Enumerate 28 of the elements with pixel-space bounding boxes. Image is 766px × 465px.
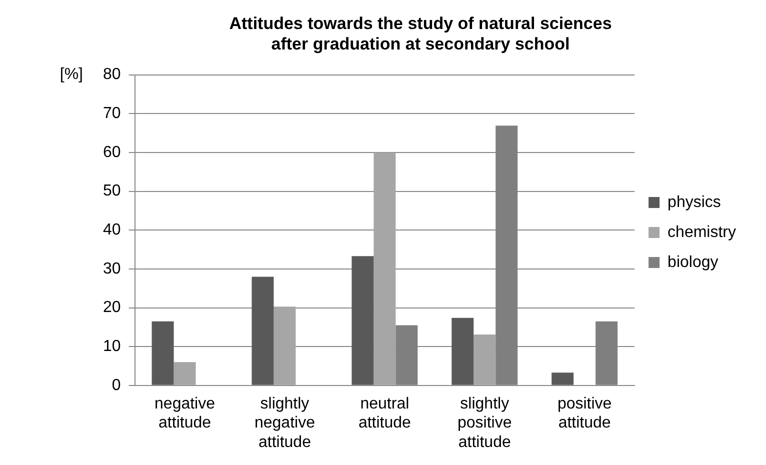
chart-title: Attitudes towards the study of natural sciences after graduation at secondary school bbox=[229, 14, 612, 54]
legend-label: chemistry bbox=[668, 224, 736, 241]
bar bbox=[152, 321, 174, 385]
bar bbox=[474, 334, 496, 385]
y-tick-label: 30 bbox=[103, 260, 121, 278]
y-tick-label: 0 bbox=[112, 376, 121, 394]
bar bbox=[252, 276, 274, 385]
bar bbox=[374, 152, 396, 385]
x-tick-label: negative attitude bbox=[154, 395, 216, 432]
bar bbox=[552, 372, 574, 385]
y-tick-label: 80 bbox=[103, 66, 121, 84]
bar bbox=[352, 256, 374, 385]
legend-label: physics bbox=[668, 194, 721, 211]
y-tick-label: 50 bbox=[103, 182, 121, 200]
y-tick-label: 40 bbox=[103, 222, 121, 239]
x-tick-label: neutral attitude bbox=[358, 395, 412, 432]
bar bbox=[452, 318, 474, 385]
legend-label: biology bbox=[668, 254, 718, 271]
bar bbox=[174, 362, 196, 385]
y-tick-label: 70 bbox=[103, 105, 121, 122]
y-tick-label: 20 bbox=[103, 299, 121, 316]
y-axis-title: [%] bbox=[60, 66, 83, 84]
y-tick-label: 10 bbox=[103, 338, 121, 355]
x-tick-label: slightly negative attitude bbox=[254, 395, 316, 451]
x-tick-label: positive attitude bbox=[557, 395, 612, 432]
x-tick-label: slightly positive attitude bbox=[457, 395, 512, 451]
y-tick-label: 60 bbox=[103, 144, 121, 161]
bar bbox=[274, 306, 296, 385]
